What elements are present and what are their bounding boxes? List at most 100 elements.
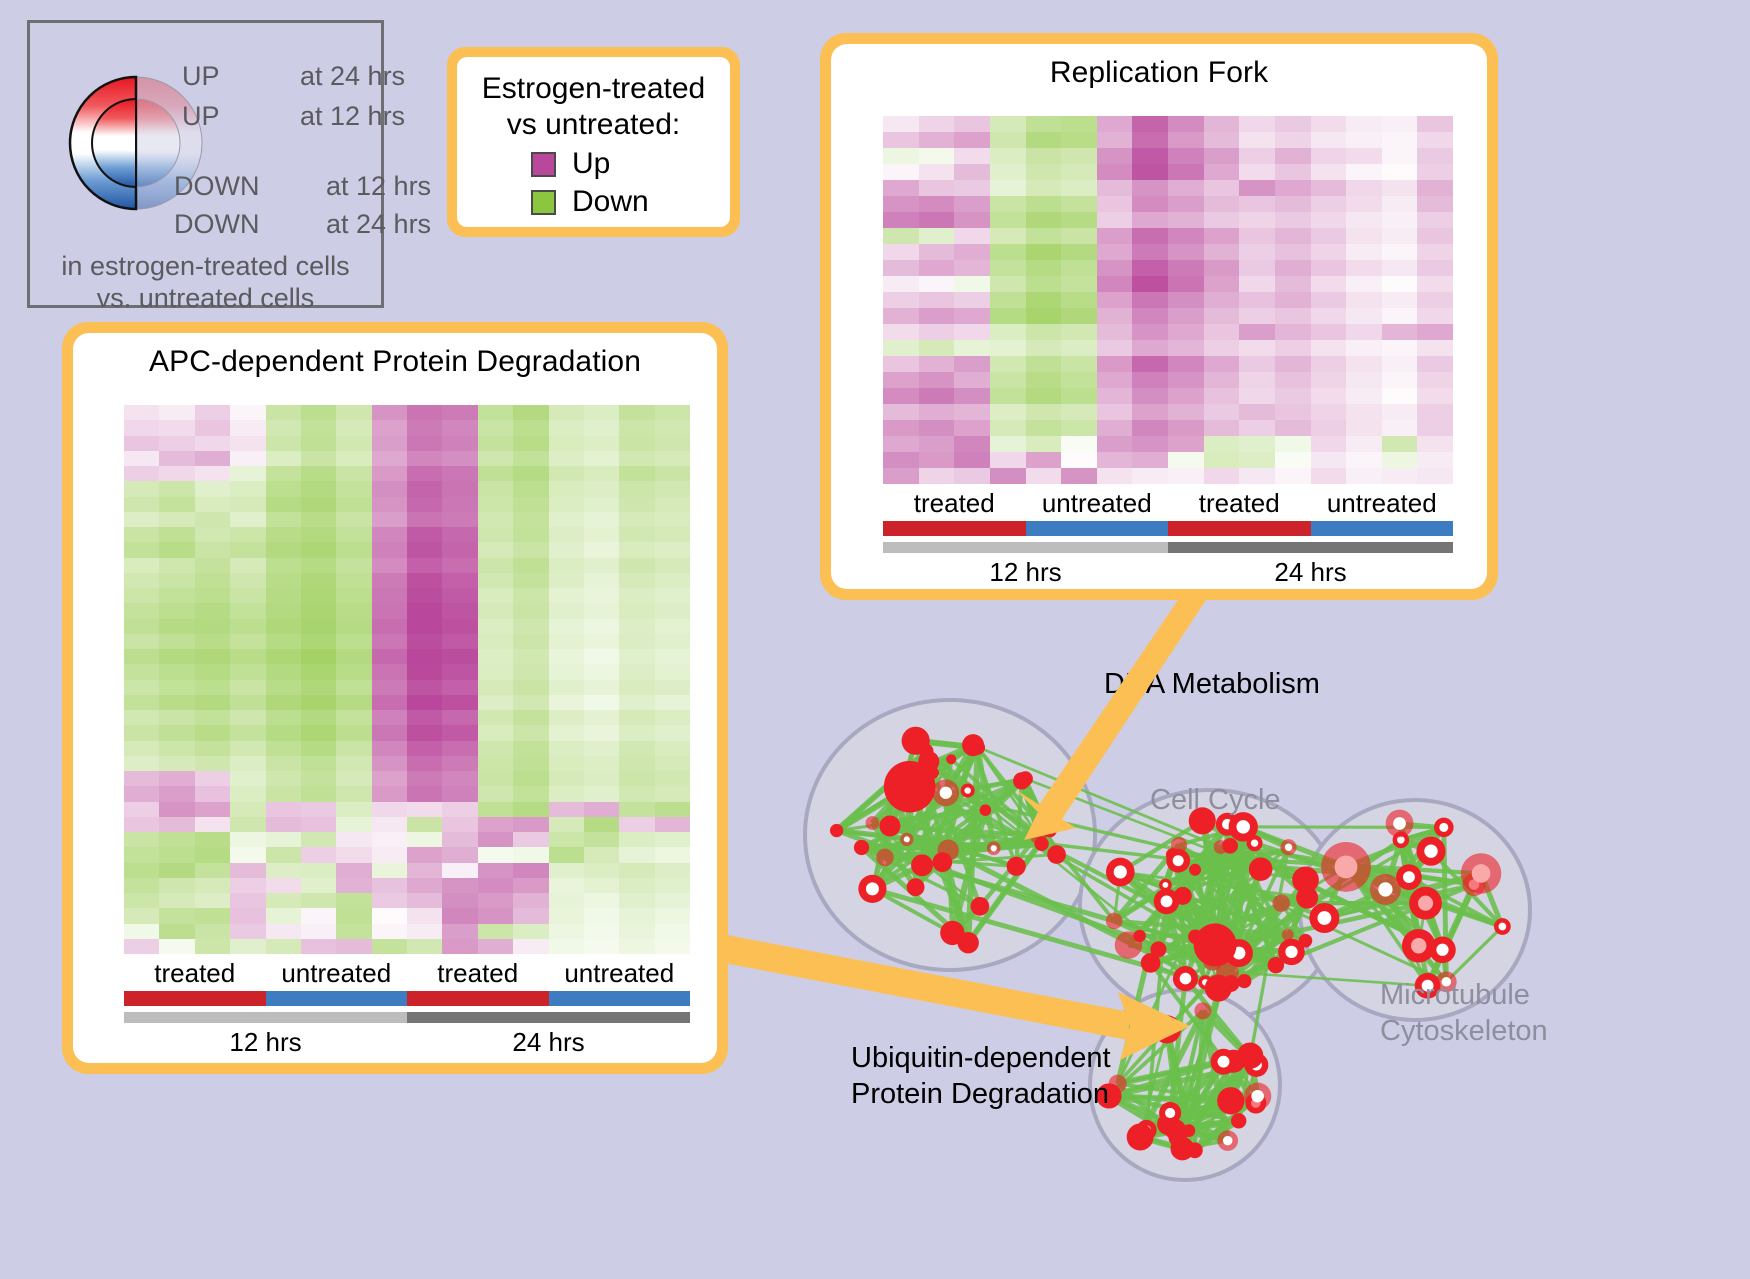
heatmap-cell [918,132,955,148]
heatmap-cell [477,664,514,680]
heatmap-cell [1061,196,1097,212]
heatmap-cell [1203,356,1240,372]
heatmap-cell [124,405,160,421]
heatmap-cell [1061,148,1097,164]
heatmap-cell [265,633,301,649]
heatmap-cell [477,786,514,802]
heatmap-cell [371,633,407,649]
heatmap-cell [1381,292,1418,308]
heatmap-cell [371,771,407,787]
network-node-core [1165,1107,1176,1119]
heatmap-cell [1025,276,1062,292]
heatmap-cell [407,649,443,665]
heatmap-cell [1025,420,1062,436]
heatmap-cell [954,340,990,356]
heatmap-cell [1274,212,1311,228]
heatmap-cell [548,938,584,954]
heatmap-cell [548,542,584,558]
heatmap-cell [124,771,160,787]
heatmap-cell [619,405,655,421]
heatmap-cell [300,557,337,573]
heatmap-cell [883,116,919,132]
heatmap-cell [194,649,231,665]
heatmap-cell [442,755,478,771]
heatmap-cell [407,847,443,863]
heatmap-cell [124,420,160,436]
heatmap-cell [300,496,337,512]
heatmap-cell [300,466,337,482]
heatmap-cell [654,862,690,878]
heatmap-cell [407,466,443,482]
heatmap-cell [477,725,514,741]
heatmap-cell [954,228,990,244]
heatmap-cell [1061,436,1097,452]
heatmap-cell [1239,116,1275,132]
heatmap-cell [1168,228,1204,244]
heatmap-cell [548,801,584,817]
treatment-label: untreated [564,958,675,988]
network-node [1248,857,1273,881]
heatmap-cell [371,542,407,558]
heatmap-cell [1417,212,1453,228]
heatmap-cell [1061,276,1097,292]
heatmap-cell [619,633,655,649]
updown-legend-title: Estrogen-treated vs untreated: [457,71,730,143]
heatmap-cell [1096,164,1133,180]
heatmap-cell [1061,404,1097,420]
heatmap-cell [1132,132,1168,148]
heatmap-cell [1132,452,1168,468]
heatmap-cell [265,771,301,787]
heatmap-cell [513,572,549,588]
heatmap-cell [336,572,372,588]
time-labels-replication: 12 hrs 24 hrs [883,557,1453,588]
colorwheel-at-12-hrs: at 12 hrs [300,101,406,131]
heatmap-cell [513,923,549,939]
heatmap-cell [583,740,620,756]
network-node [1231,1113,1247,1129]
time-label: 24 hrs [512,1027,585,1057]
heatmap-cell [1132,404,1168,420]
heatmap-cell [230,557,266,573]
heatmap-cell [1310,452,1347,468]
heatmap-cell [583,893,620,909]
heatmap-cell [989,292,1026,308]
heatmap-cell [336,862,372,878]
heatmap-cell [124,908,160,924]
heatmap-cell [407,725,443,741]
heatmap-cell [1274,388,1311,404]
network-node [901,726,930,755]
heatmap-cell [1274,244,1311,260]
heatmap-cell [159,832,195,848]
heatmap-cell [336,527,372,543]
heatmap-cell [230,771,266,787]
heatmap-cell [442,572,478,588]
heatmap-cell [265,466,301,482]
heatmap-cell [300,755,337,771]
time-labels-apc: 12 hrs 24 hrs [124,1027,690,1058]
heatmap-cell [194,466,231,482]
heatmap-cell [1310,148,1347,164]
heatmap-cell [1310,324,1347,340]
heatmap-cell [336,893,372,909]
heatmap-cell [1274,116,1311,132]
heatmap-cell [954,404,990,420]
heatmap-cell [371,755,407,771]
heatmap-cell [159,450,195,466]
heatmap-cell [194,603,231,619]
colorwheel-at-12-hrs-b: at 12 hrs [326,171,432,201]
heatmap-cell [1381,372,1418,388]
heatmap-cell [954,420,990,436]
heatmap-cell [654,755,690,771]
heatmap-cell [477,832,514,848]
heatmap-cell [1346,452,1382,468]
network-node [1152,1015,1182,1044]
heatmap-cell [619,557,655,573]
heatmap-cell [1168,132,1204,148]
heatmap-cell [1096,388,1133,404]
time-bar-segment [1168,542,1453,553]
heatmap-cell [442,466,478,482]
network-node-core [903,836,910,843]
heatmap-cell [1417,308,1453,324]
heatmap-cell [1025,164,1062,180]
heatmap-cell [918,452,955,468]
